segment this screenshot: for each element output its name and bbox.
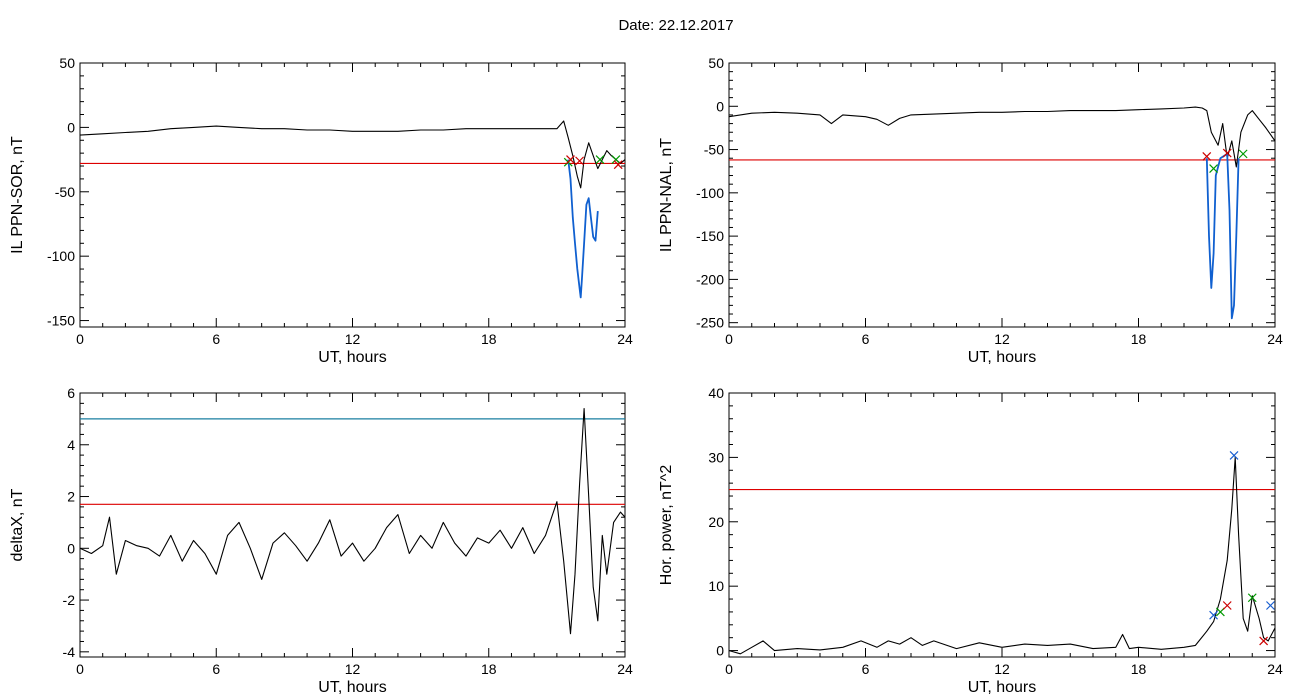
y-tick-label: 2: [67, 489, 75, 505]
x-axis-label: UT, hours: [318, 679, 386, 696]
x-axis-label: UT, hours: [318, 349, 386, 366]
x-marker: [1222, 148, 1232, 158]
x-marker: [575, 156, 585, 166]
y-tick-label: -150: [47, 313, 75, 329]
x-tick-label: 18: [1131, 331, 1147, 347]
y-tick-label: 20: [708, 514, 724, 530]
x-tick-label: 6: [862, 331, 870, 347]
chart-panel-4: 0 6 12 18 24 0 10 20 30 40 UT, hours Hor. power, nT…: [658, 385, 1283, 696]
y-tick-label: -2: [63, 592, 76, 608]
y-axis-label: IL PPN-NAL, nT: [658, 138, 675, 252]
x-marker: [1209, 164, 1218, 174]
x-tick-label: 12: [994, 331, 1010, 347]
y-tick-label: -4: [63, 644, 76, 660]
y-tick-label: 50: [708, 55, 724, 71]
x-marker: [611, 155, 621, 165]
y-tick-label: 10: [708, 578, 724, 594]
y-tick-label: 4: [67, 437, 75, 453]
x-marker: [1209, 610, 1218, 620]
x-marker: [1247, 593, 1257, 603]
x-tick-label: 0: [725, 661, 733, 677]
y-tick-label: -200: [696, 271, 724, 287]
series-line-1: [80, 120, 625, 189]
x-marker: [1222, 601, 1232, 610]
x-tick-label: 18: [1131, 661, 1147, 677]
series-line-1: [80, 407, 625, 635]
x-axis-label: UT, hours: [968, 679, 1036, 696]
plot-frame: [79, 62, 626, 328]
plot-area: [729, 106, 1275, 320]
y-tick-label: 30: [708, 449, 724, 465]
chart-panel-1: 0 6 12 18 24 -150 -100 -50 0 50 UT, hours IL PPN-SO…: [9, 55, 633, 366]
x-tick-label: 24: [1267, 331, 1283, 347]
y-axis-label: Hor. power, nT^2: [658, 465, 675, 586]
y-tick-label: -100: [47, 248, 75, 264]
x-tick-label: 12: [345, 661, 361, 677]
plot-frame: [728, 62, 1276, 328]
x-axis-label: UT, hours: [968, 349, 1036, 366]
x-marker: [613, 160, 623, 170]
x-marker: [1229, 451, 1239, 460]
x-tick-label: 0: [76, 661, 84, 677]
y-tick-label: -50: [55, 184, 75, 200]
y-tick-label: 0: [67, 119, 75, 135]
plot-area: [80, 407, 625, 635]
plot-frame: [728, 392, 1276, 658]
x-tick-label: 0: [76, 331, 84, 347]
series-line-1: [729, 106, 1275, 168]
x-tick-label: 6: [862, 661, 870, 677]
x-tick-label: 24: [617, 331, 633, 347]
x-tick-label: 6: [212, 331, 220, 347]
plot-frame: [79, 392, 626, 658]
y-tick-label: -50: [704, 142, 724, 158]
x-marker: [1259, 636, 1269, 646]
x-tick-label: 24: [1267, 661, 1283, 677]
y-tick-label: -150: [696, 228, 724, 244]
chart-panel-2: 0 6 12 18 24 -250 -200 -150 -100 -50 0 50 UT, hours I…: [658, 55, 1283, 366]
x-marker: [566, 155, 575, 165]
x-marker: [1202, 152, 1212, 161]
x-marker: [595, 155, 605, 165]
x-tick-label: 0: [725, 331, 733, 347]
x-tick-label: 6: [212, 661, 220, 677]
plot-area: [80, 120, 625, 299]
y-tick-label: 6: [67, 385, 75, 401]
x-marker: [1266, 601, 1275, 610]
y-tick-label: 50: [59, 55, 75, 71]
series-line-2: [567, 159, 599, 299]
x-marker: [1238, 149, 1248, 159]
y-tick-label: 0: [67, 540, 75, 556]
plot-area: [729, 451, 1275, 655]
x-tick-label: 12: [994, 661, 1010, 677]
page-title: Date: 22.12.2017: [618, 17, 734, 34]
y-tick-label: 0: [716, 643, 724, 659]
y-axis-label: deltaX, nT: [9, 488, 26, 561]
x-tick-label: 24: [617, 661, 633, 677]
y-tick-label: 0: [716, 98, 724, 114]
series-line-2: [1205, 152, 1240, 320]
x-tick-label: 18: [481, 331, 497, 347]
x-tick-label: 12: [345, 331, 361, 347]
x-tick-label: 18: [481, 661, 497, 677]
y-tick-label: 40: [708, 385, 724, 401]
y-tick-label: -100: [696, 185, 724, 201]
y-tick-label: -250: [696, 315, 724, 331]
y-axis-label: IL PPN-SOR, nT: [9, 136, 26, 254]
series-line-1: [729, 456, 1275, 655]
